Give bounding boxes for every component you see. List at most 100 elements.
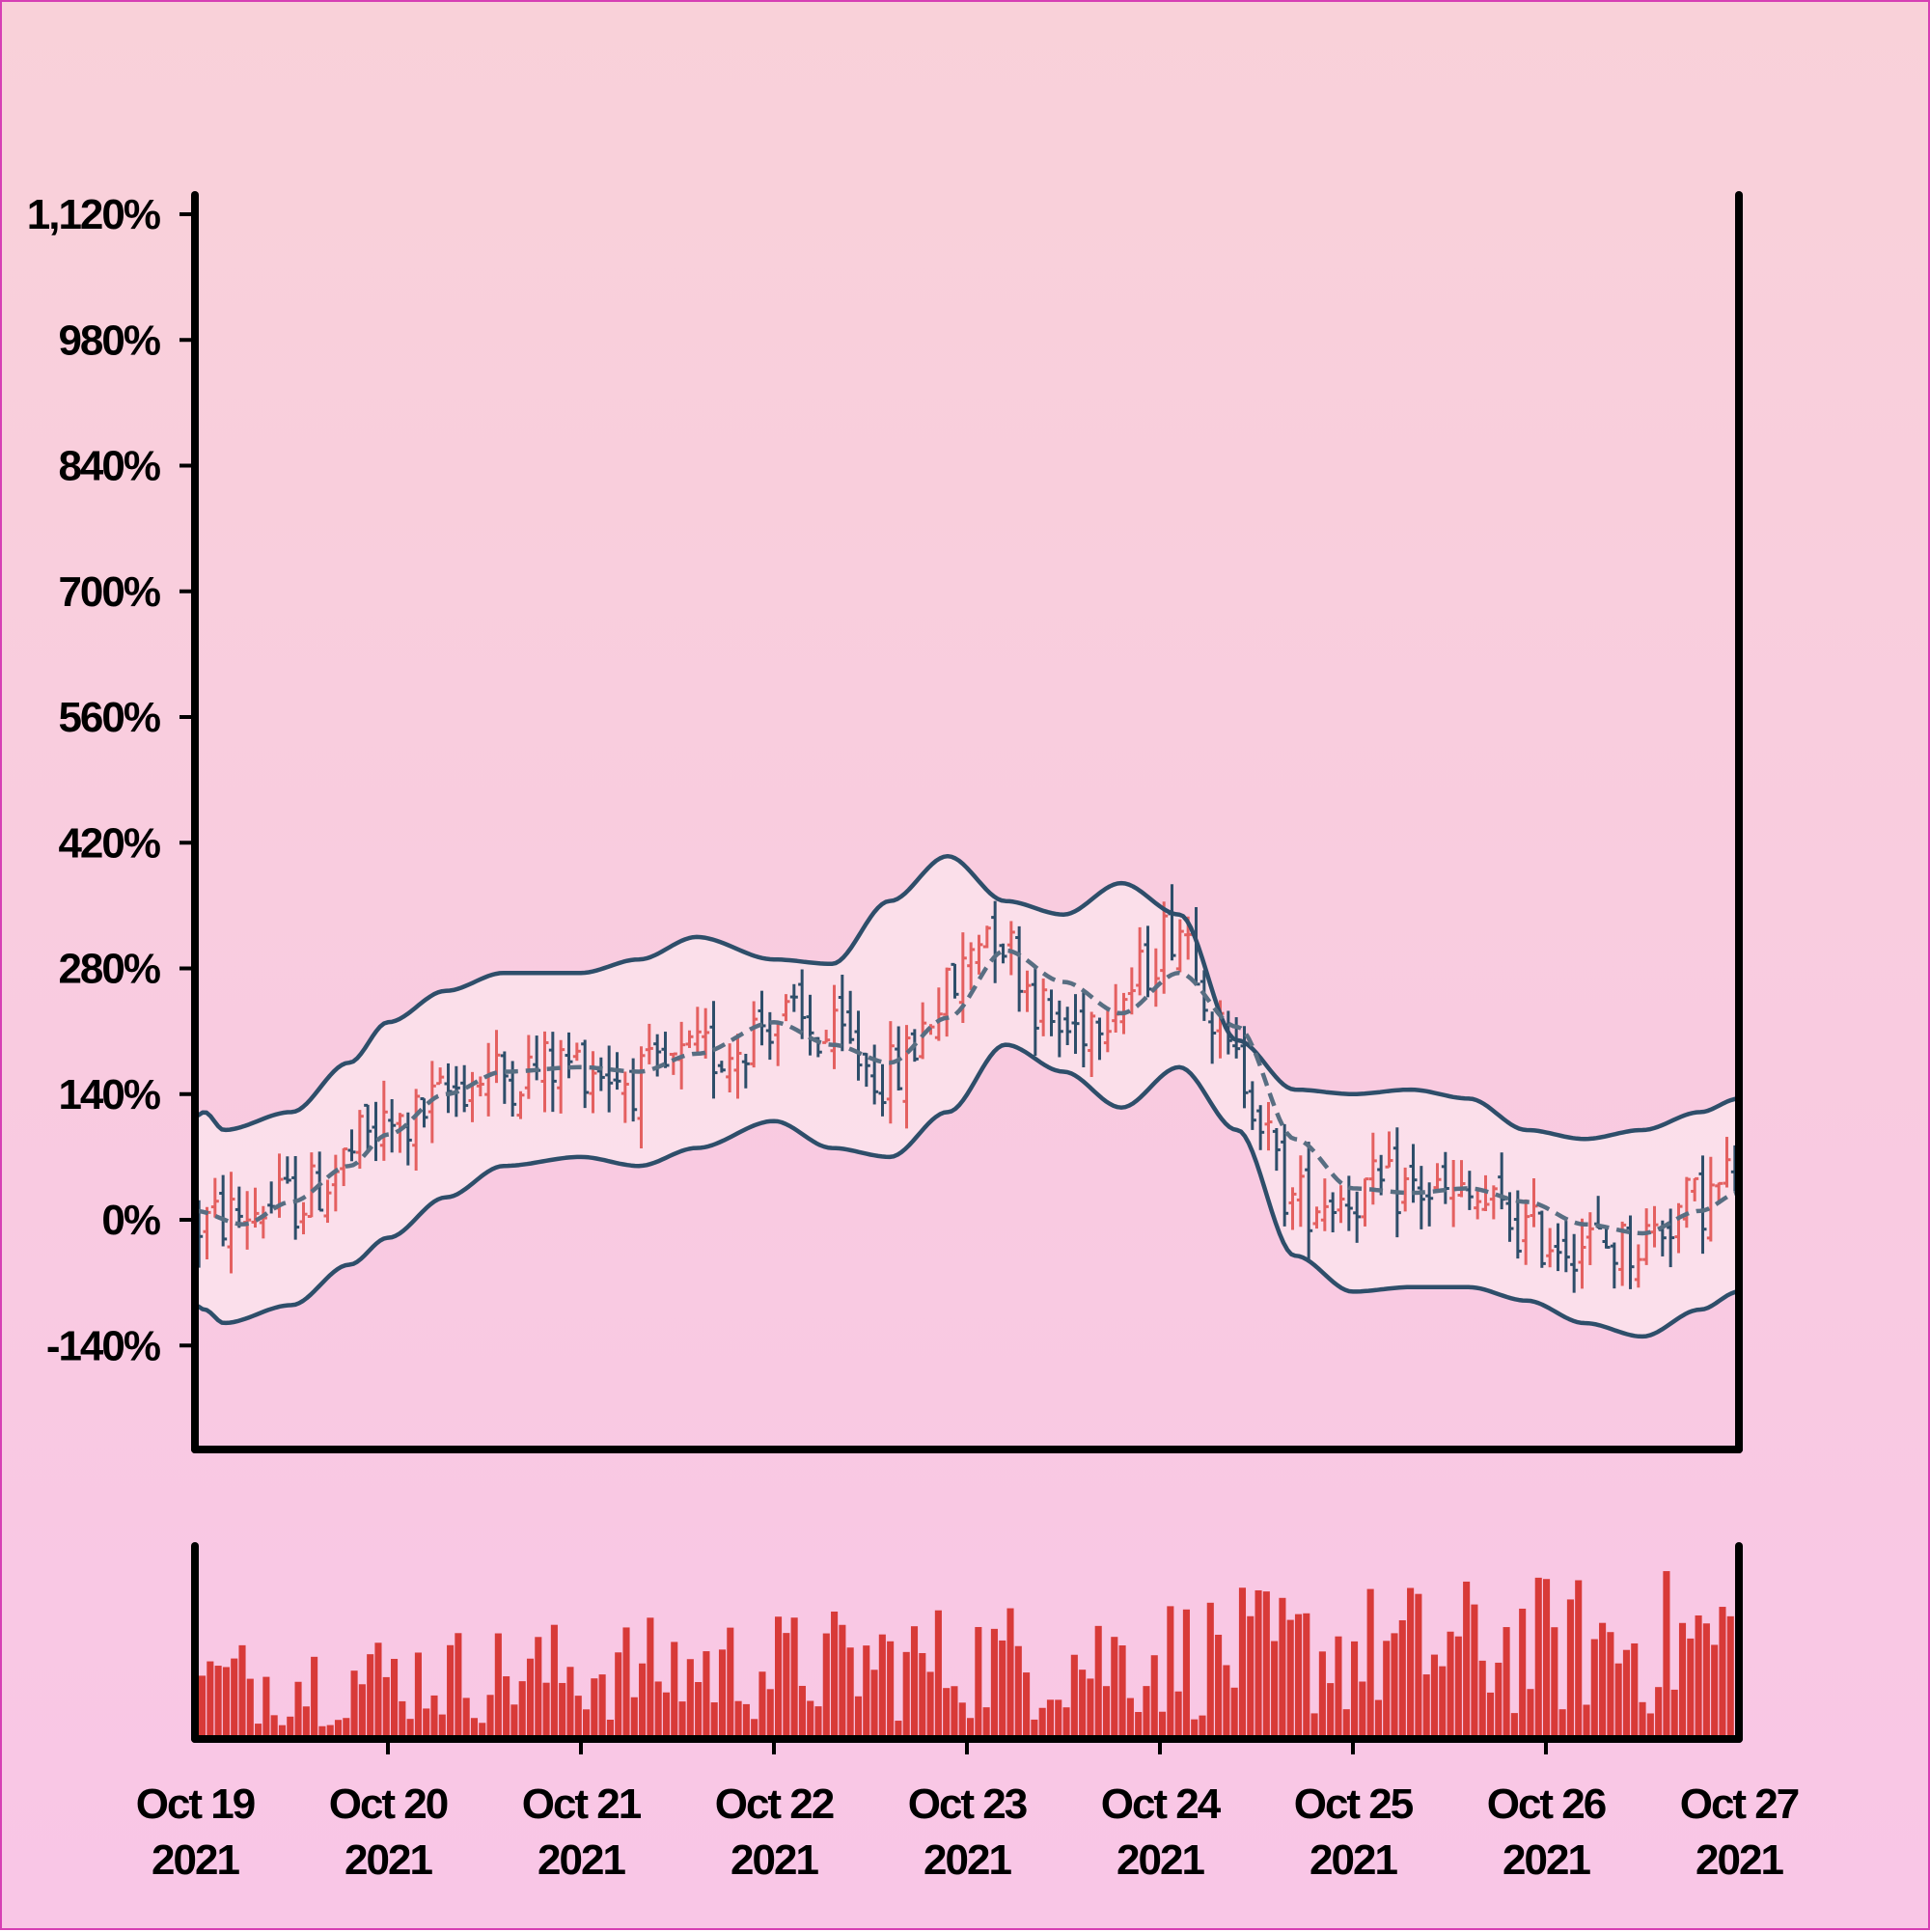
volume-bar [1407, 1587, 1415, 1739]
volume-bar [1023, 1672, 1031, 1739]
volume-bar [831, 1611, 839, 1739]
ohlc-bar [589, 1051, 597, 1114]
ohlc-bar [1071, 994, 1080, 1055]
ohlc-bar [347, 1129, 356, 1162]
x-tick-label: Oct 24 2021 [1101, 1780, 1224, 1884]
ohlc-bar [1015, 925, 1024, 1012]
ohlc-bar [388, 1099, 397, 1153]
ohlc-bar [1474, 1187, 1482, 1220]
volume-bar [1359, 1681, 1366, 1739]
ohlc-bar [1537, 1210, 1546, 1268]
volume-bar [238, 1644, 246, 1739]
volume-bar [486, 1695, 494, 1739]
volume-bar [742, 1703, 750, 1739]
y-tick-label: -140% [46, 1322, 160, 1369]
volume-bar [999, 1640, 1006, 1739]
ohlc-bar [1578, 1218, 1586, 1289]
volume-bar [318, 1725, 326, 1739]
ohlc-bar [1023, 970, 1032, 1012]
volume-bar [1126, 1697, 1134, 1739]
y-tick-label: 1,120% [27, 191, 160, 238]
x-tick-label-year: 2021 [1117, 1836, 1204, 1884]
ohlc-bar [1031, 966, 1039, 1057]
volume-bar [807, 1700, 814, 1739]
ohlc-bar [1433, 1163, 1442, 1193]
x-tick-label-date: Oct 21 [522, 1780, 642, 1828]
volume-bar [1527, 1689, 1534, 1739]
axes-layer [191, 191, 1743, 1743]
x-tick-label-date: Oct 19 [136, 1780, 255, 1828]
volume-bar [1558, 1709, 1566, 1739]
x-tick-label-year: 2021 [152, 1836, 239, 1884]
volume-bar [278, 1725, 287, 1739]
x-tick-labels: Oct 19 2021 Oct 20 2021 Oct 21 2021 Oct 22 2021… [136, 1739, 1801, 1884]
ohlc-bar [886, 1021, 895, 1124]
volume-bar [727, 1627, 734, 1739]
ohlc-bar [234, 1186, 243, 1228]
ohlc-bar [830, 984, 839, 1069]
volume-bar [566, 1667, 574, 1739]
volume-bar [1182, 1609, 1190, 1739]
ohlc-bar [741, 1053, 750, 1089]
ohlc-bar [1561, 1220, 1570, 1273]
volume-bar [598, 1674, 606, 1739]
y-tick-label: 980% [58, 317, 159, 364]
ohlc-bar [1296, 1155, 1305, 1228]
ohlc-bar [1175, 919, 1184, 973]
volume-bar [1366, 1588, 1374, 1739]
volume-bar [662, 1692, 671, 1739]
volume-bar [1286, 1619, 1294, 1739]
volume-bar [414, 1652, 422, 1739]
volume-bar [790, 1617, 798, 1739]
ohlc-bar [1079, 992, 1088, 1067]
ohlc-bar [1682, 1176, 1691, 1228]
ohlc-bar [975, 934, 983, 975]
volume-bar [958, 1702, 966, 1739]
volume-bar [326, 1725, 334, 1739]
volume-bar [710, 1702, 718, 1739]
volume-bar [1430, 1654, 1439, 1739]
ohlc-bar [540, 1031, 549, 1113]
volume-bar [287, 1716, 294, 1739]
volume-bar [1607, 1632, 1614, 1739]
bollinger-band-fill [195, 856, 1739, 1337]
volume-bar [1622, 1649, 1631, 1739]
ohlc-bar [1344, 1175, 1353, 1231]
volume-bar [374, 1642, 382, 1739]
volume-bar [535, 1637, 542, 1739]
volume-bar [878, 1634, 886, 1739]
volume-bar [839, 1624, 846, 1739]
ohlc-bar [291, 1155, 300, 1240]
ohlc-bar [1698, 1155, 1707, 1255]
ohlc-bar [1095, 1017, 1104, 1061]
volume-bar [1135, 1712, 1143, 1739]
volume-bar [494, 1633, 502, 1739]
x-tick-label-year: 2021 [1503, 1836, 1590, 1884]
volume-bar [1543, 1579, 1551, 1739]
volume-bar [447, 1644, 455, 1739]
volume-bar [1711, 1644, 1719, 1739]
volume-bar [1143, 1686, 1150, 1739]
ohlc-bar [902, 1025, 911, 1129]
volume-bar [1719, 1607, 1726, 1739]
volume-bar [1230, 1687, 1238, 1739]
volume-bar [350, 1670, 358, 1739]
x-tick-label-date: Oct 25 [1294, 1780, 1414, 1828]
ohlc-bar [1610, 1242, 1618, 1289]
volume-bar [311, 1656, 318, 1739]
ohlc-bar [669, 1052, 677, 1075]
volume-bar [1631, 1642, 1639, 1739]
volume-bar [951, 1686, 958, 1739]
ohlc-bar [1006, 921, 1015, 976]
ohlc-bar [283, 1156, 291, 1184]
volume-bar [438, 1714, 446, 1739]
volume-bar [1639, 1701, 1646, 1739]
ohlc-bar [524, 1035, 533, 1099]
volume-bar [671, 1642, 678, 1739]
ohlc-bar [1288, 1187, 1297, 1230]
ohlc-bar [1144, 925, 1152, 998]
ohlc-bar [500, 1051, 509, 1104]
volume-bar [1670, 1689, 1678, 1739]
ohlc-bar [1667, 1208, 1675, 1268]
